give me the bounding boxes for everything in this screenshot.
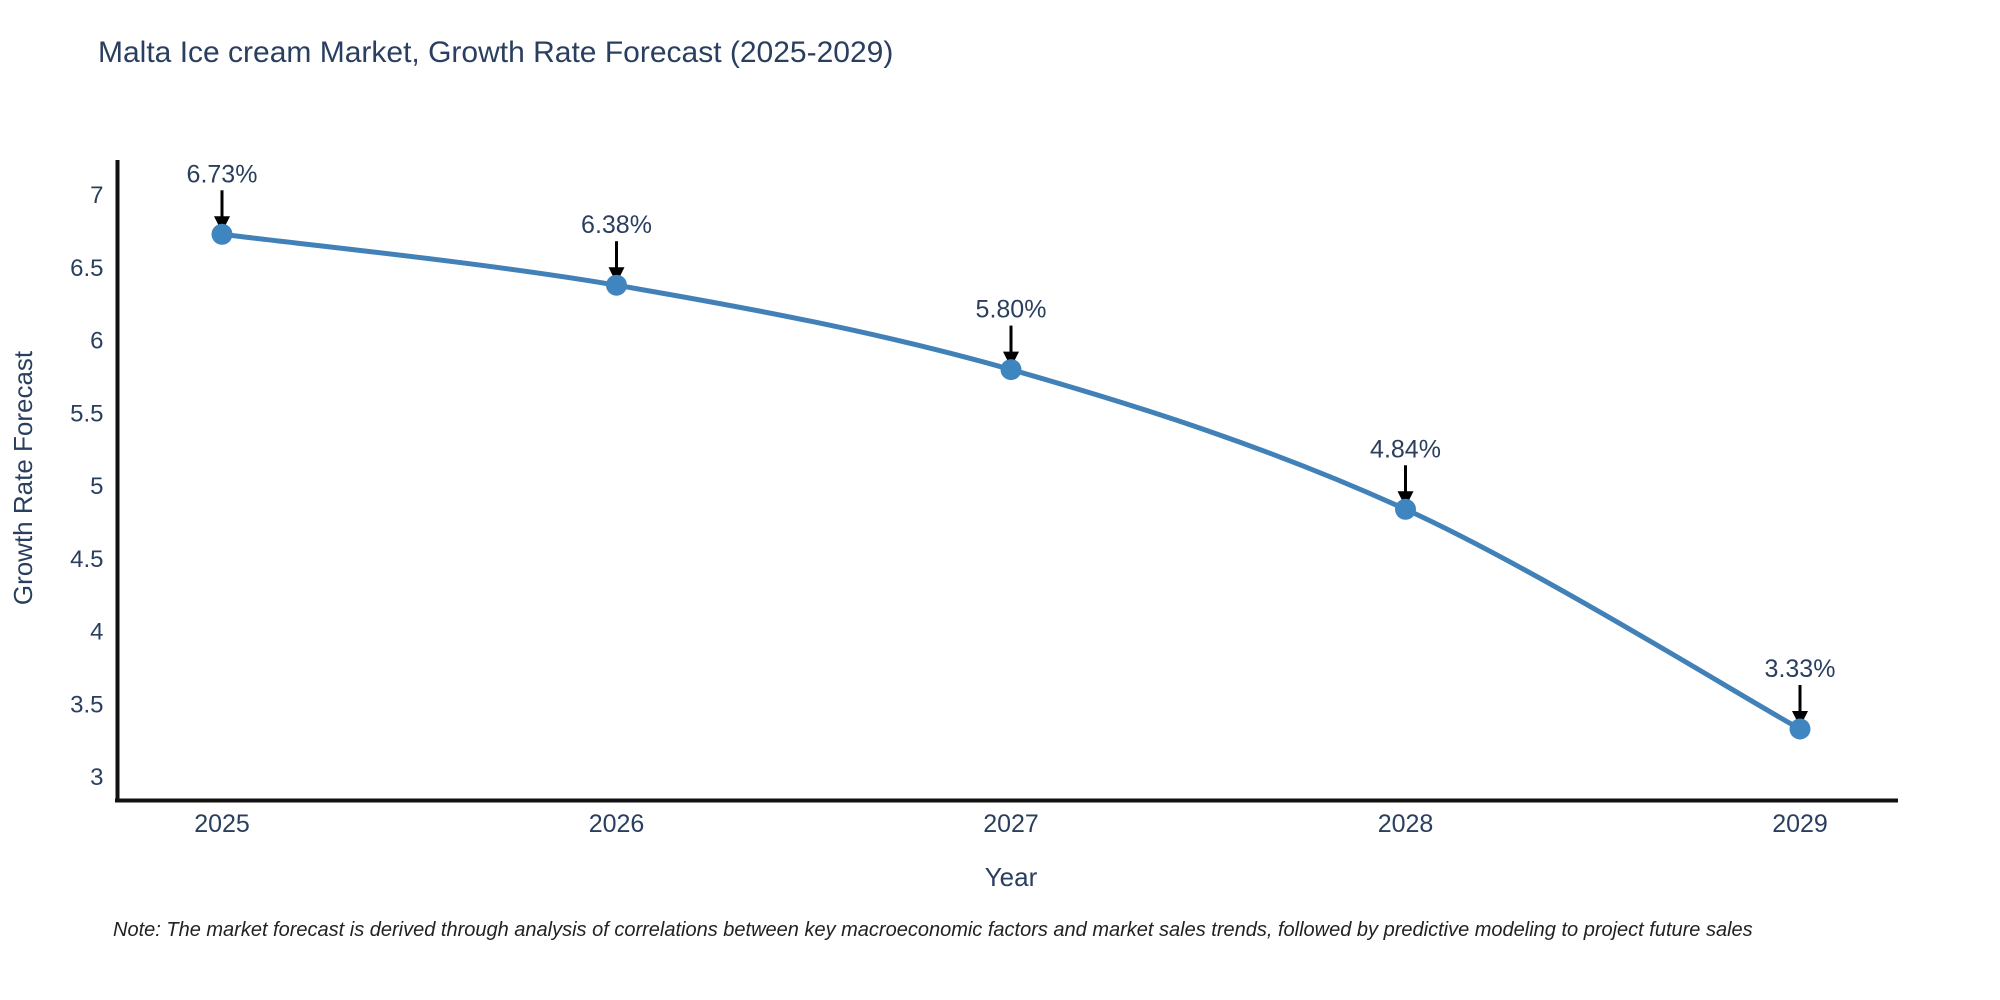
x-axis-title: Year [985, 862, 1038, 892]
y-tick-label: 5.5 [70, 400, 103, 427]
y-tick-label: 4.5 [70, 546, 103, 573]
data-point-label: 3.33% [1765, 655, 1836, 683]
chart-footnote: Note: The market forecast is derived thr… [113, 919, 1753, 941]
data-point-marker [1789, 718, 1811, 740]
x-tick-label: 2025 [194, 810, 250, 838]
data-point-marker [1395, 498, 1416, 520]
data-point-marker [211, 223, 233, 245]
y-tick-label: 6.5 [70, 255, 103, 282]
y-tick-label: 3.5 [70, 691, 103, 718]
data-point-label: 6.73% [187, 160, 258, 188]
y-tick-label: 7 [90, 182, 103, 209]
y-tick-label: 4 [90, 619, 103, 646]
data-point-label: 6.38% [581, 211, 652, 239]
x-tick-label: 2028 [1378, 810, 1434, 838]
x-tick-label: 2026 [589, 810, 645, 838]
y-tick-label: 5 [90, 473, 103, 500]
data-point-label: 4.84% [1370, 435, 1441, 463]
data-point-marker [606, 274, 627, 296]
y-tick-label: 6 [90, 328, 103, 355]
y-axis-title: Growth Rate Forecast [8, 350, 38, 605]
x-tick-label: 2029 [1772, 810, 1828, 838]
data-point-marker [1000, 359, 1022, 381]
x-tick-label: 2027 [983, 810, 1039, 838]
y-tick-label: 3 [90, 764, 103, 791]
data-point-label: 5.80% [976, 296, 1047, 324]
chart-title: Malta Ice cream Market, Growth Rate Fore… [98, 36, 894, 69]
